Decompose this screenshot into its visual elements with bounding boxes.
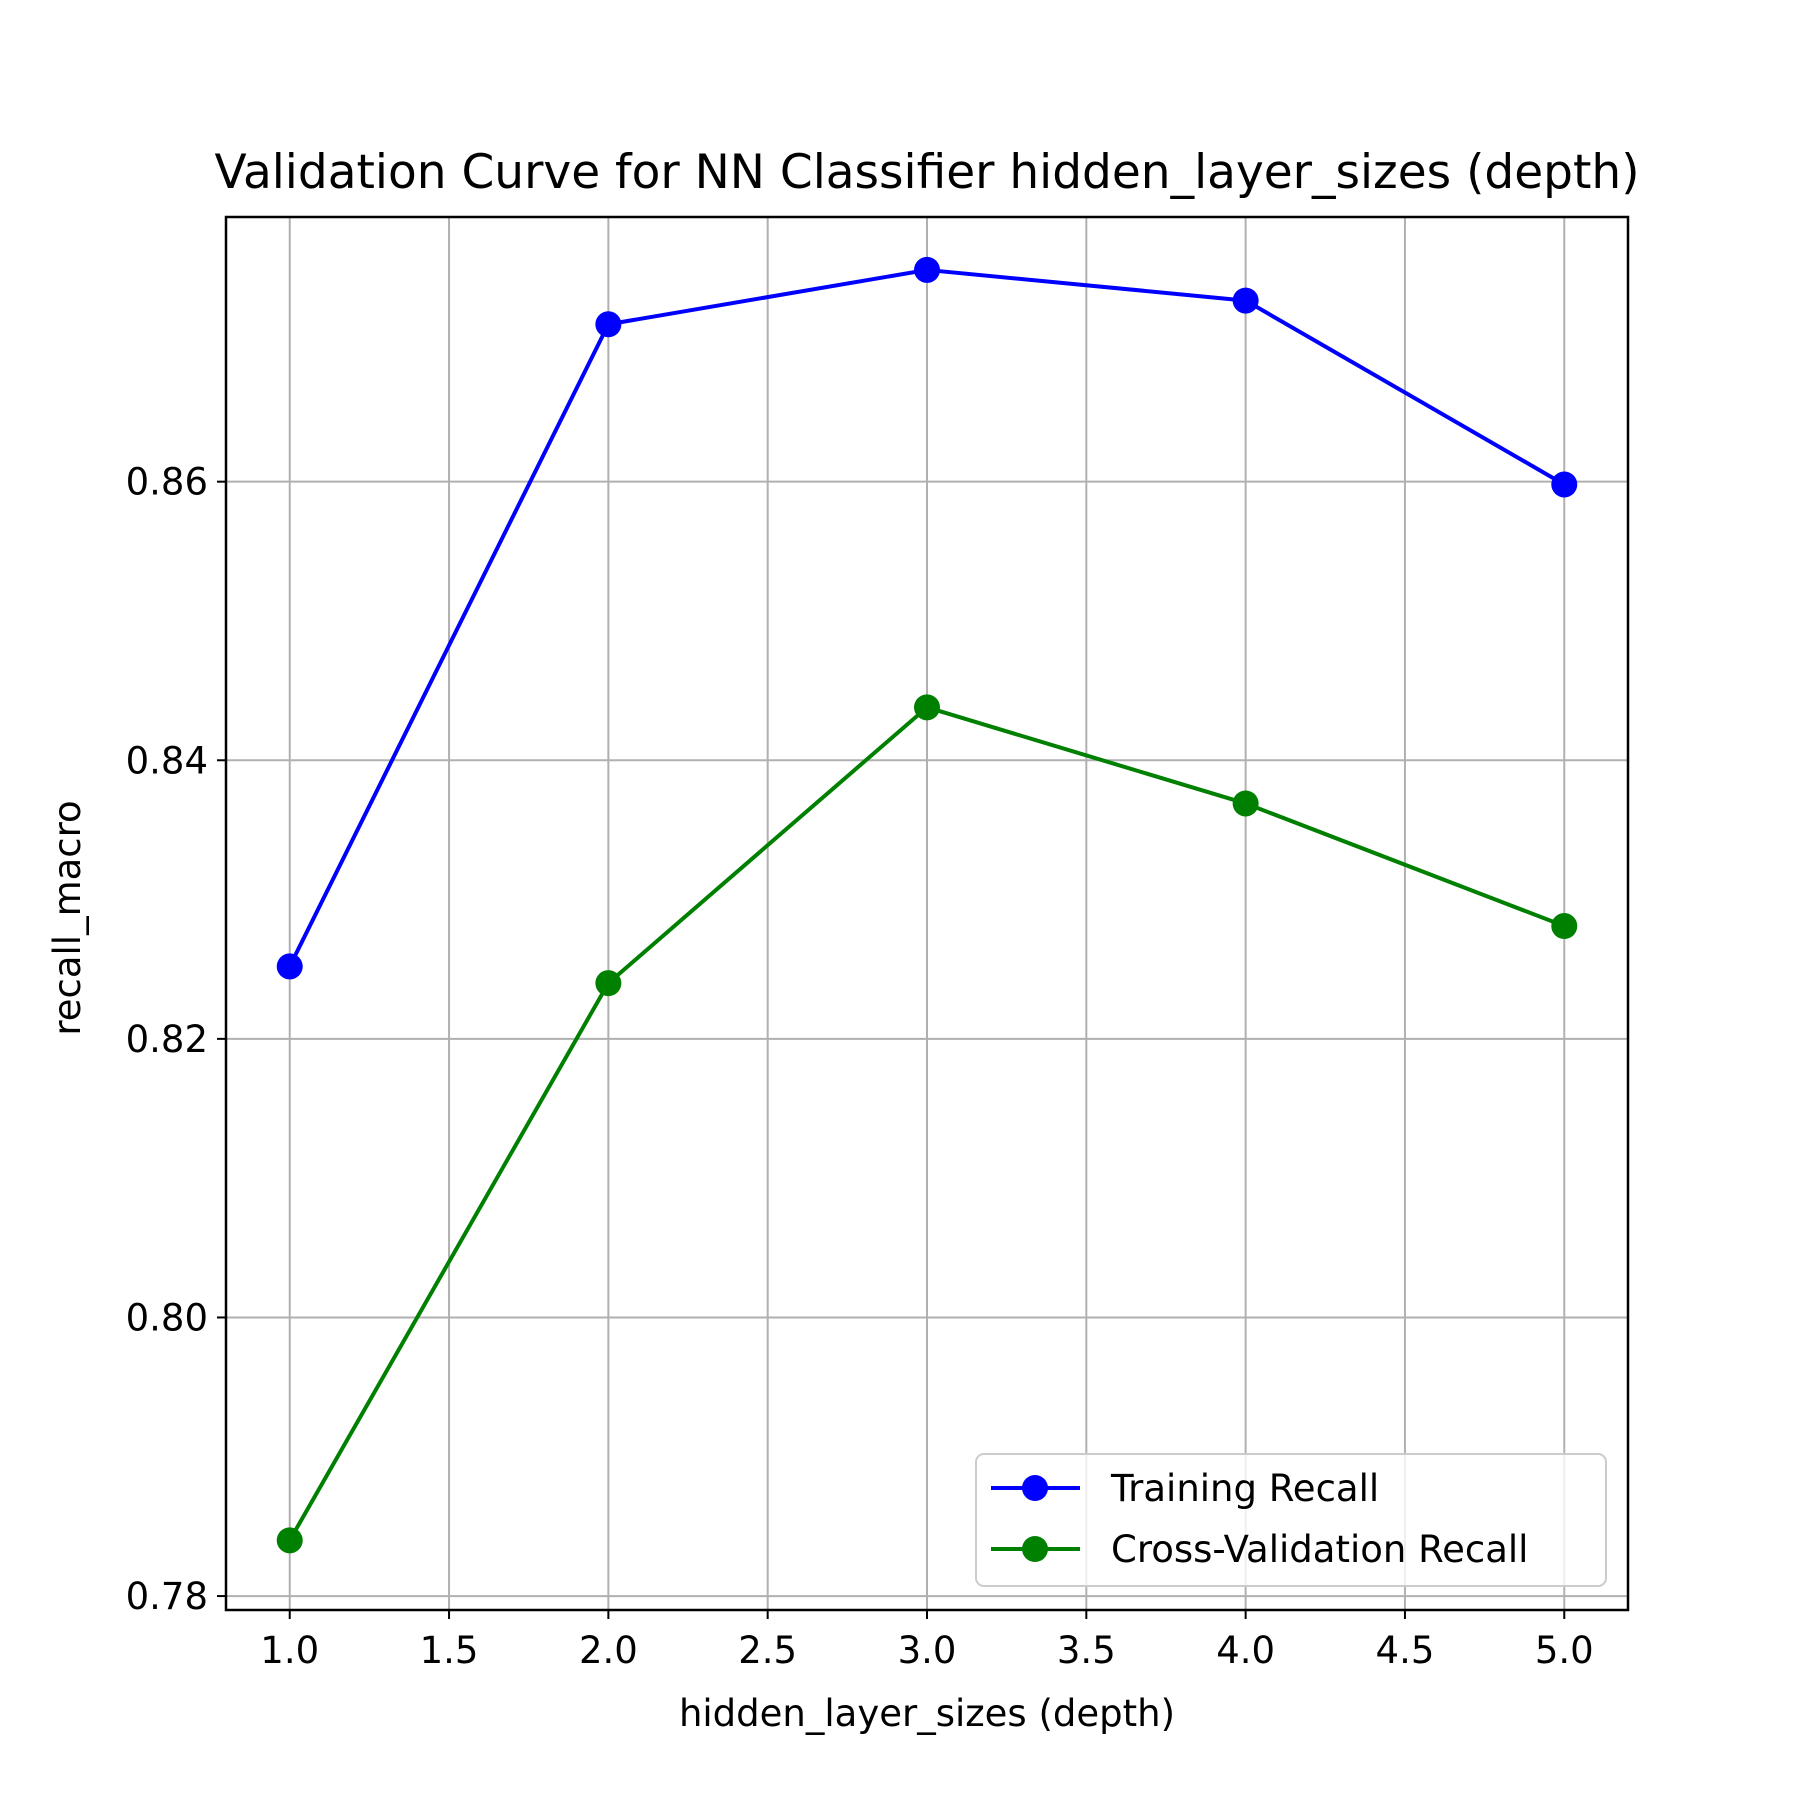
y-tick-label: 0.86: [126, 461, 208, 504]
x-tick-label: 4.5: [1376, 1629, 1435, 1672]
y-grid: [226, 480, 1628, 1598]
x-tick-label: 5.0: [1535, 1629, 1594, 1672]
x-axis: 1.0 1.5 2.0 2.5 3.0 3.5 4.0 4.5 5.0: [260, 1610, 1594, 1672]
legend: Training Recall Cross-Validation Recall: [975, 1453, 1607, 1587]
data-point-cross-validation-recall: [1232, 790, 1259, 817]
x-tick-label: 2.0: [579, 1629, 638, 1672]
legend-label-cross-validation: Cross-Validation Recall: [1111, 1528, 1528, 1571]
x-tick-label: 4.0: [1216, 1629, 1275, 1672]
plot-area: [224, 215, 1630, 1612]
y-tick-label: 0.80: [126, 1296, 208, 1339]
legend-marker-cross-validation: [1022, 1536, 1048, 1562]
data-point-training-recall: [276, 953, 303, 980]
x-tick-label: 1.0: [260, 1629, 319, 1672]
y-axis-label: recall_macro: [46, 800, 89, 1035]
series-layer: [276, 256, 1578, 1554]
legend-entry-cross-validation: Cross-Validation Recall: [991, 1528, 1528, 1571]
x-axis-label: hidden_layer_sizes (depth): [679, 1692, 1175, 1735]
data-point-cross-validation-recall: [1551, 913, 1578, 940]
legend-box: [975, 1453, 1607, 1587]
x-tick-label: 3.5: [1057, 1629, 1116, 1672]
data-point-cross-validation-recall: [276, 1527, 303, 1554]
chart-title: Validation Curve for NN Classifier hidde…: [214, 145, 1639, 200]
data-point-training-recall: [1551, 471, 1578, 498]
data-point-training-recall: [1232, 287, 1259, 314]
legend-marker-training: [1022, 1475, 1048, 1501]
y-tick-label: 0.78: [126, 1575, 208, 1618]
y-axis: 0.78 0.80 0.82 0.84 0.86: [126, 461, 226, 1618]
legend-label-training: Training Recall: [1110, 1467, 1379, 1510]
y-tick-label: 0.84: [126, 739, 208, 782]
x-tick-label: 2.5: [738, 1629, 797, 1672]
x-tick-label: 3.0: [898, 1629, 957, 1672]
data-point-training-recall: [595, 311, 622, 338]
data-point-cross-validation-recall: [595, 970, 622, 997]
x-grid: [288, 217, 1566, 1610]
data-point-training-recall: [914, 256, 940, 283]
data-point-cross-validation-recall: [914, 694, 940, 721]
legend-entry-training: Training Recall: [991, 1467, 1379, 1510]
x-tick-label: 1.5: [420, 1629, 479, 1672]
y-tick-label: 0.82: [126, 1018, 208, 1061]
